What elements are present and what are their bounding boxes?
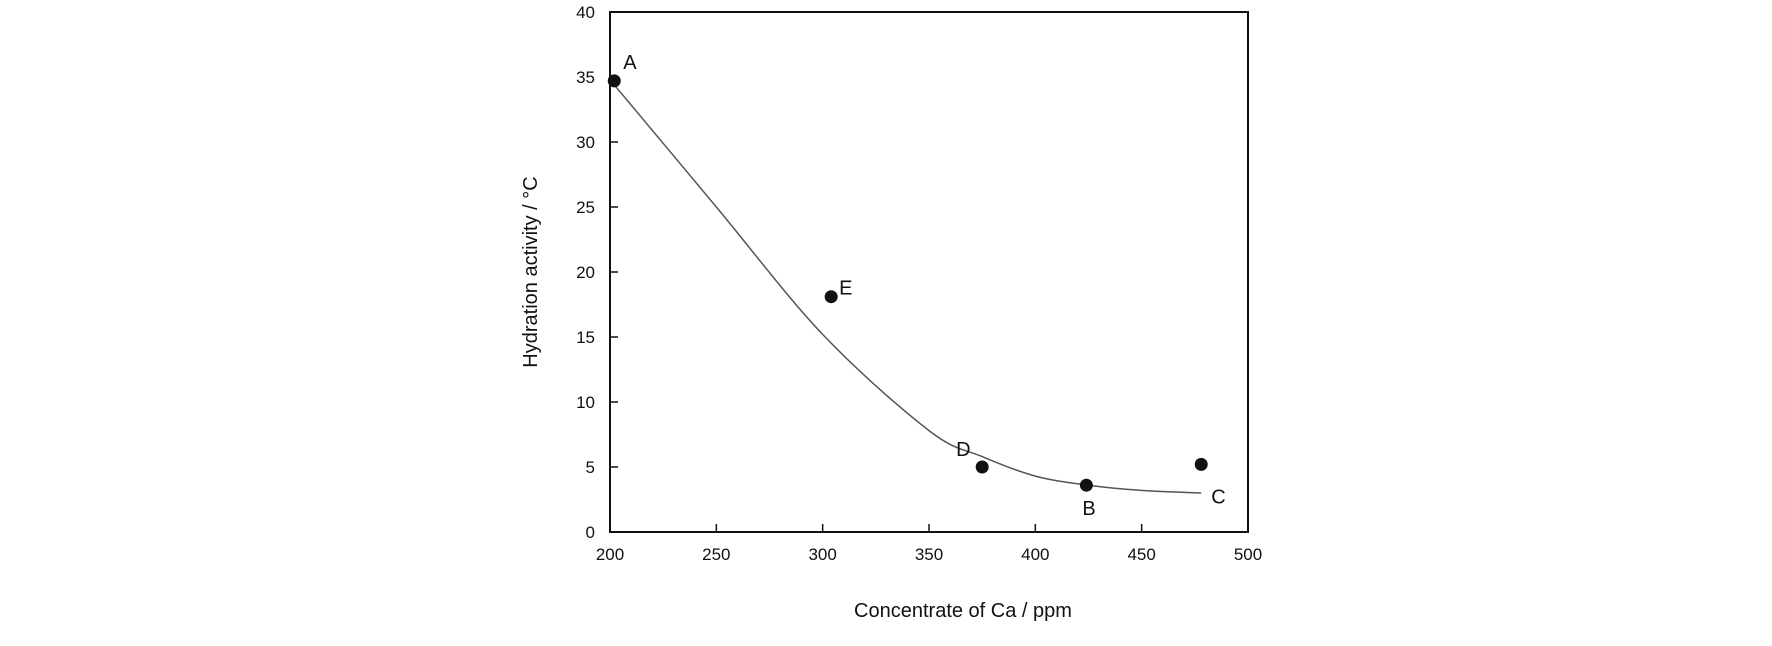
x-axis-label: Concentrate of Ca / ppm <box>854 600 1072 622</box>
data-point-e <box>824 290 838 304</box>
x-tick-label: 300 <box>808 545 836 564</box>
labels-group: A E D B C <box>623 52 1225 520</box>
y-tick-label: 5 <box>586 458 595 477</box>
y-tick-label: 35 <box>576 68 595 87</box>
data-point-d <box>975 460 989 474</box>
data-point-c <box>1194 457 1208 471</box>
x-tick-label: 350 <box>915 545 943 564</box>
y-tick-label: 15 <box>576 328 595 347</box>
x-tick-label: 400 <box>1021 545 1049 564</box>
x-tick-label: 200 <box>596 545 624 564</box>
y-tick-label: 20 <box>576 263 595 282</box>
x-ticks-group: 200 250 300 350 400 450 500 <box>596 524 1262 564</box>
data-point-label-a: A <box>623 52 637 74</box>
plot-frame <box>609 11 1249 533</box>
y-tick-label: 25 <box>576 198 595 217</box>
y-tick-label: 10 <box>576 393 595 412</box>
trendline-group <box>613 84 1202 494</box>
x-tick-label: 250 <box>702 545 730 564</box>
data-point-label-c: C <box>1211 486 1225 508</box>
y-axis-label: Hydration activity / °C <box>520 176 542 367</box>
data-point-label-d: D <box>956 439 970 461</box>
data-point-a <box>607 74 621 88</box>
data-point-label-e: E <box>839 278 852 300</box>
points-group <box>607 74 1208 492</box>
data-point-label-b: B <box>1082 498 1095 520</box>
plot-frame-group <box>609 11 1249 533</box>
trendline <box>613 84 1202 494</box>
data-point-b <box>1079 478 1093 492</box>
y-tick-label: 30 <box>576 133 595 152</box>
y-ticks-group: 0 5 10 15 20 25 30 35 40 <box>576 3 618 542</box>
y-tick-label: 0 <box>586 523 595 542</box>
x-tick-label: 500 <box>1234 545 1262 564</box>
x-tick-label: 450 <box>1127 545 1155 564</box>
y-tick-label: 40 <box>576 3 595 22</box>
